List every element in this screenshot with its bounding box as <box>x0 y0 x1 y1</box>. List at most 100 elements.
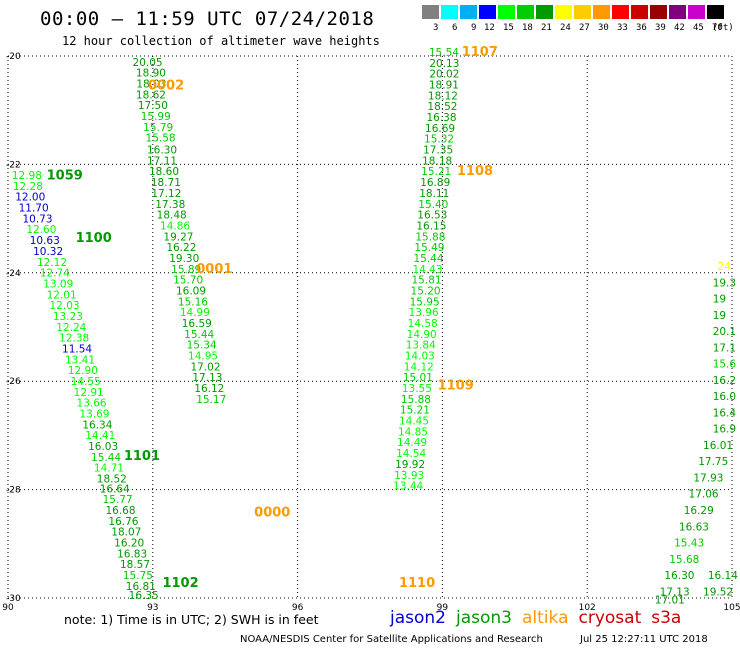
wave-height-value: 13.55 <box>402 383 432 395</box>
wave-height-value: 24 <box>718 261 732 273</box>
wave-height-value: 13.23 <box>53 311 83 323</box>
wave-height-value: 16.14 <box>708 570 738 582</box>
wave-height-value: 12.03 <box>50 300 80 312</box>
wave-height-value: 13.09 <box>43 278 73 290</box>
wave-height-value: 14.54 <box>396 448 426 460</box>
wave-height-value: 12.98 <box>12 170 42 182</box>
color-scale-label: 21 <box>541 23 552 33</box>
pass-time-label: 1101 <box>124 449 160 464</box>
pass-time-label: 1107 <box>462 45 498 60</box>
wave-height-value: 19.3 <box>713 277 736 289</box>
wave-height-value: 16.89 <box>420 177 450 189</box>
wave-height-value: 15.49 <box>414 242 444 254</box>
wave-height-value: 12.74 <box>40 268 70 280</box>
color-swatch <box>555 5 572 19</box>
wave-height-value: 16.64 <box>100 483 130 495</box>
wave-height-value: 15.58 <box>146 133 176 145</box>
wave-height-value: 16.76 <box>108 516 138 528</box>
wave-height-value: 15.75 <box>123 570 153 582</box>
color-scale-unit: (ft) <box>712 23 734 33</box>
wave-height-value: 15.70 <box>173 275 203 287</box>
wave-height-value: 15.68 <box>669 554 699 566</box>
chart-title: 00:00 – 11:59 UTC 07/24/2018 <box>40 8 375 30</box>
color-swatch <box>574 5 591 19</box>
wave-height-value: 14.03 <box>405 351 435 363</box>
wave-height-value: 17.38 <box>155 199 185 211</box>
wave-height-value: 15.32 <box>424 134 454 146</box>
wave-height-value: 10.32 <box>33 246 63 258</box>
color-swatch <box>422 5 439 19</box>
x-tick-label: 96 <box>292 603 304 613</box>
wave-height-value: 16.53 <box>417 210 447 222</box>
wave-height-value: 18.90 <box>136 68 166 80</box>
legend-entry-altika: altika <box>522 608 569 628</box>
y-tick-label: -26 <box>6 377 21 387</box>
wave-height-value: 10.73 <box>22 213 52 225</box>
y-tick-label: -30 <box>6 594 21 604</box>
wave-height-value: 16.9 <box>713 424 736 436</box>
x-tick-label: 102 <box>579 603 596 613</box>
pass-time-label: 0000 <box>254 506 290 521</box>
wave-height-value: 15.99 <box>141 111 171 123</box>
wave-height-value: 17.12 <box>151 188 181 200</box>
color-scale-label: 9 <box>471 23 477 33</box>
wave-height-value: 16.30 <box>664 570 694 582</box>
wave-height-value: 16.59 <box>182 318 212 330</box>
wave-height-value: 17.06 <box>689 489 719 501</box>
wave-height-value: 14.99 <box>180 307 210 319</box>
wave-height-value: 13.41 <box>65 354 95 366</box>
wave-height-value: 13.84 <box>406 340 436 352</box>
wave-height-value: 17.50 <box>138 100 168 112</box>
wave-height-value: 18.18 <box>422 155 452 167</box>
wave-height-value: 14.58 <box>408 318 438 330</box>
wave-height-value: 14.45 <box>399 416 429 428</box>
color-scale-label: 18 <box>522 23 533 33</box>
wave-height-value: 16.01 <box>703 440 733 452</box>
wave-height-value: 15.21 <box>400 405 430 417</box>
wave-height-value: 16.15 <box>416 220 446 232</box>
color-scale-label: 45 <box>693 23 704 33</box>
color-scale-label: 3 <box>433 23 439 33</box>
wave-height-value: 12.00 <box>15 192 45 204</box>
wave-height-value: 20.1 <box>713 326 736 338</box>
wave-height-value: 12.90 <box>68 365 98 377</box>
wave-height-value: 14.85 <box>398 426 428 438</box>
wave-height-value: 17.93 <box>693 472 723 484</box>
wave-height-value: 17.13 <box>192 372 222 384</box>
wave-height-value: 19 <box>713 310 726 322</box>
wave-height-value: 16.12 <box>194 383 224 395</box>
color-swatch <box>669 5 686 19</box>
wave-height-value: 19.30 <box>169 253 199 265</box>
wave-height-value: 15.77 <box>103 494 133 506</box>
wave-height-value: 15.01 <box>403 372 433 384</box>
color-swatch <box>593 5 610 19</box>
wave-height-value: 14.49 <box>397 437 427 449</box>
wave-height-value: 14.86 <box>160 220 190 232</box>
wave-height-value: 15.44 <box>91 452 121 464</box>
color-scale-label: 15 <box>503 23 514 33</box>
wave-height-value: 16.69 <box>425 123 455 135</box>
wave-height-value: 16.09 <box>176 285 206 297</box>
wave-height-value: 15.20 <box>411 285 441 297</box>
wave-height-value: 15.81 <box>412 275 442 287</box>
wave-height-value: 15.21 <box>421 166 451 178</box>
color-scale-label: 39 <box>655 23 666 33</box>
y-tick-label: -24 <box>6 269 21 279</box>
wave-height-value: 16.68 <box>105 505 135 517</box>
wave-height-value: 16.03 <box>88 441 118 453</box>
pass-time-label: 0001 <box>196 262 232 277</box>
wave-height-value: 16.20 <box>114 538 144 550</box>
color-swatch <box>707 5 724 19</box>
wave-height-value: 15.54 <box>429 47 459 59</box>
wave-height-value: 20.02 <box>429 69 459 81</box>
wave-height-value: 19.52 <box>703 586 733 598</box>
wave-height-value: 15.34 <box>187 340 217 352</box>
wave-height-value: 16.22 <box>166 242 196 254</box>
wave-height-value: 15.95 <box>410 296 440 308</box>
wave-height-value: 18.03 <box>136 78 166 90</box>
pass-time-label: 1100 <box>76 231 112 246</box>
wave-height-value: 16.38 <box>426 112 456 124</box>
pass-time-label: 1108 <box>457 164 493 179</box>
color-swatch <box>498 5 515 19</box>
